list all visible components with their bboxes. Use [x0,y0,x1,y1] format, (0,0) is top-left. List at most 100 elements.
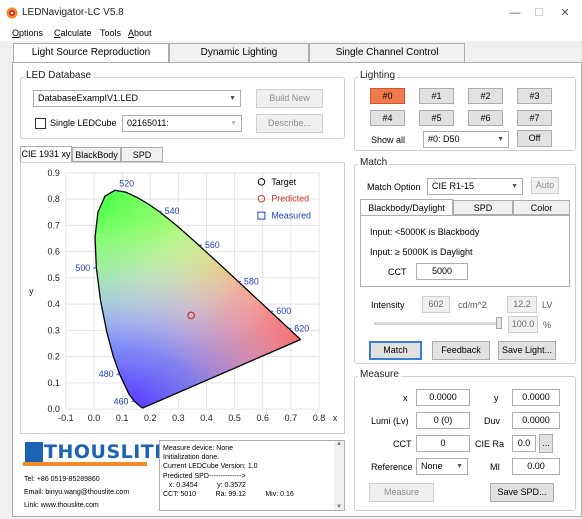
thouslite-logo-text: THOUSLITE [44,441,168,463]
y-tick-label: 0.6 [48,247,60,257]
light-button-3[interactable]: #3 [517,88,552,104]
tab-blackbody[interactable]: BlackBody [72,147,121,162]
auto-button[interactable]: Auto [531,177,559,194]
off-button[interactable]: Off [517,130,552,147]
cct-label: CCT [388,267,407,277]
x-tick-label: 0.8 [313,413,325,423]
show-all-select[interactable]: #0: D50 ▼ [423,131,509,148]
mi-value[interactable]: 0.00 [512,458,560,475]
ledcube-select-value: 02165011: [127,118,169,128]
legend-predicted: Predicted [271,194,309,204]
app-logo-icon [6,7,18,19]
chevron-down-icon: ▼ [229,95,236,102]
y-tick-label: 0.0 [48,404,60,414]
database-select-value: DatabaseExampIV1.LED [38,93,139,103]
measure-button[interactable]: Measure [369,483,434,502]
light-button-2[interactable]: #2 [468,88,503,104]
intensity-slider-track[interactable] [374,322,500,325]
tab-cie-1931-xy[interactable]: CIE 1931 xy [20,146,72,162]
log-line: CCT: 5010 Ra: 99.12 Miv: 0.16 [163,491,294,499]
wavelength-label: 620 [294,323,309,333]
measure-y-value[interactable]: 0.0000 [512,389,560,406]
log-scrollbar[interactable]: ▲ ▼ [334,441,344,510]
title-bar[interactable] [0,0,582,26]
x-tick-label: -0.1 [58,413,73,423]
wavelength-label: 560 [205,240,220,250]
build-new-button[interactable]: Build New [256,89,323,108]
tab-light-source-reproduction[interactable]: Light Source Reproduction [13,43,169,63]
tab-spd[interactable]: SPD [121,147,163,162]
log-line: x: 0.3454 y: 0.3572 [163,481,246,489]
reference-label: Reference [371,462,413,472]
y-tick-label: 0.3 [48,325,60,335]
cct-input[interactable]: 5000 [416,263,468,280]
duv-value[interactable]: 0.0000 [512,412,560,429]
match-option-select[interactable]: CIE R1-15 ▼ [427,178,523,195]
match-info-blackbody: Input: <5000K is Blackbody [370,227,480,237]
x-tick-label: 0.7 [285,413,297,423]
tab-match-color[interactable]: Color [513,200,570,215]
y-tick-label: 0.2 [48,352,60,362]
feedback-button[interactable]: Feedback [432,341,490,360]
lighting-title: Lighting [358,70,398,81]
x-tick-label: 0.2 [144,413,156,423]
tab-blackbody-daylight[interactable]: Blackbody/Daylight [360,199,453,216]
scroll-up-icon[interactable]: ▲ [336,441,342,447]
tab-match-spd[interactable]: SPD [453,200,513,215]
chart-points [187,311,196,320]
legend-target-icon [257,178,266,186]
menu-options[interactable]: Options [12,28,44,38]
close-button[interactable]: ✕ [560,7,570,19]
intensity-slider-thumb[interactable] [496,317,502,329]
lv-input[interactable]: 12.2 [507,296,537,313]
wavelength-label: 460 [114,396,129,406]
wavelength-label: 540 [165,206,180,216]
cie-1931-chart[interactable]: -0.1 0.0 0.1 0.2 0.3 0.4 0.5 0.6 0.7 0.80.00.10.2… [20,162,345,434]
measure-y-label: y [494,393,499,403]
minimize-button[interactable]: — [509,7,521,19]
lighting-group [354,77,576,151]
light-button-4[interactable]: #4 [370,110,405,126]
light-button-0[interactable]: #0 [370,88,405,104]
menu-calculate[interactable]: Calculate [54,28,92,38]
save-spd-button[interactable]: Save SPD... [490,483,554,502]
menu-about[interactable]: About [128,28,152,38]
database-select[interactable]: DatabaseExampIV1.LED ▼ [33,90,241,107]
menu-bar [0,26,582,41]
lv-unit: LV [542,300,553,310]
light-button-7[interactable]: #7 [517,110,552,126]
window-title: LEDNavigator-LC V5.8 [22,7,124,18]
light-button-1[interactable]: #1 [419,88,454,104]
y-tick-label: 0.5 [48,273,60,283]
y-tick-label: 0.1 [48,378,60,388]
save-light-button[interactable]: Save Light... [498,341,556,360]
tab-single-channel-control[interactable]: Single Channel Control [309,43,465,62]
light-button-5[interactable]: #5 [419,110,454,126]
describe-button[interactable]: Describe... [256,114,323,133]
chevron-down-icon: ▼ [511,183,518,190]
light-button-6[interactable]: #6 [468,110,503,126]
intensity-input[interactable]: 602 [422,296,450,313]
maximize-button[interactable]: ☐ [534,7,544,19]
reference-select[interactable]: None ▼ [416,458,468,475]
contact-link[interactable]: Link: www.thouslite.com [24,502,99,509]
menu-tools[interactable]: Tools [100,28,122,38]
match-info-daylight: Input: ≥ 5000K is Daylight [370,247,473,257]
tab-dynamic-lighting[interactable]: Dynamic Lighting [169,43,309,62]
log-textbox[interactable]: Measure device: None Initialization done… [159,440,345,511]
scroll-down-icon[interactable]: ▼ [336,504,342,510]
ledcube-select[interactable]: 02165011: ▼ [122,115,242,132]
legend-measured: Measured [271,211,311,221]
match-button[interactable]: Match [369,341,422,360]
measure-x-value[interactable]: 0.0000 [416,389,470,406]
cie-ra-value[interactable]: 0.0 [512,435,536,452]
wavelength-label: 480 [99,369,114,379]
single-ledcube-checkbox[interactable] [35,118,46,129]
lumi-value[interactable]: 0 (0) [416,412,470,429]
cie-ra-more-button[interactable]: ... [539,434,553,453]
percent-input[interactable]: 100.0 [508,316,538,333]
measure-cct-value[interactable]: 0 [416,435,470,452]
chevron-down-icon: ▼ [230,120,237,127]
y-axis-label: y [29,286,34,296]
